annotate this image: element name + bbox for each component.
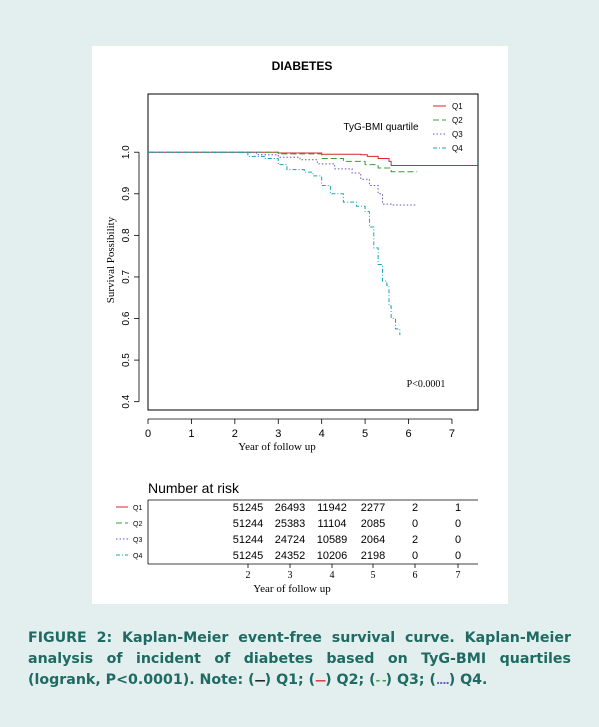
p-value-annotation: P<0.0001: [407, 379, 446, 390]
legend-label-q2: Q2: [452, 116, 463, 125]
x-axis: 0 1 2 3 4 5 6 7: [145, 418, 455, 440]
risk-value-q1-3: 26493: [275, 502, 306, 514]
risk-value-q3-7: 0: [455, 534, 461, 546]
risk-table: Q1 51245 26493 11942 2277 2 1 Q2 51244 25383 11104…: [116, 502, 461, 562]
risk-value-q4-5: 2198: [361, 550, 385, 562]
risk-value-q4-4: 10206: [317, 550, 348, 562]
y-tick-label-0.9: 0.9: [121, 186, 132, 200]
risk-value-q2-5: 2085: [361, 518, 385, 530]
y-tick-label-0.4: 0.4: [121, 394, 132, 408]
risk-x-tick-label-5: 5: [371, 570, 376, 581]
legend-glyph-q1: —: [254, 674, 266, 687]
x-tick-label-7: 7: [449, 428, 455, 440]
legend-glyph-q4: ....: [435, 674, 450, 687]
plot-frame: [147, 93, 479, 411]
risk-row-label-q2: Q2: [133, 521, 142, 528]
x-tick-label-3: 3: [275, 428, 281, 440]
legend-label-q3: Q3: [452, 130, 463, 139]
risk-value-q1-5: 2277: [361, 502, 385, 514]
survival-curves: [148, 151, 478, 336]
x-axis-label: Year of follow up: [238, 441, 316, 453]
risk-value-q4-7: 0: [455, 550, 461, 562]
risk-table-title: Number at risk: [148, 480, 240, 496]
y-tick-label-0.5: 0.5: [121, 353, 132, 367]
survival-curve-q3: [148, 151, 418, 206]
risk-value-q1-7: 1: [455, 502, 461, 514]
risk-table-x-axis: 2 3 4 5 6 7: [246, 564, 461, 581]
risk-x-tick-label-6: 6: [413, 570, 418, 581]
chart-title: DIABETES: [272, 59, 333, 73]
y-axis-label: Survival Possibility: [105, 216, 117, 303]
risk-value-q2-6: 0: [412, 518, 418, 530]
risk-row-label-q1: Q1: [133, 505, 142, 512]
risk-value-q1-2: 51245: [233, 502, 264, 514]
caption-q3: ) Q3; (: [385, 672, 436, 688]
y-axis: 0.4 0.5 0.6 0.7 0.8 0.9 1.0: [121, 145, 140, 409]
risk-value-q4-6: 0: [412, 550, 418, 562]
legend-label-q1: Q1: [452, 102, 463, 111]
risk-value-q3-4: 10589: [317, 534, 348, 546]
survival-curve-q2: [148, 151, 418, 173]
figure-caption: FIGURE 2: Kaplan-Meier event-free surviv…: [28, 628, 571, 691]
caption-q4: ) Q4.: [448, 672, 488, 688]
legend-label-q4: Q4: [452, 144, 463, 153]
y-tick-label-1.0: 1.0: [121, 145, 132, 159]
risk-value-q1-4: 11942: [317, 502, 347, 514]
risk-x-tick-label-2: 2: [246, 570, 251, 581]
risk-row-label-q4: Q4: [133, 553, 142, 560]
caption-q2: ) Q2; (: [325, 672, 376, 688]
risk-table-x-label: Year of follow up: [253, 583, 331, 595]
survival-curve-q4: [148, 151, 401, 336]
risk-x-tick-label-3: 3: [288, 570, 293, 581]
caption-label: FIGURE 2:: [28, 630, 113, 646]
risk-value-q3-3: 24724: [275, 534, 306, 546]
risk-row-label-q3: Q3: [133, 537, 142, 544]
risk-value-q2-4: 11104: [318, 518, 347, 530]
risk-value-q4-2: 51245: [233, 550, 264, 562]
x-tick-label-2: 2: [232, 428, 238, 440]
x-tick-label-0: 0: [145, 428, 151, 440]
y-tick-label-0.8: 0.8: [121, 228, 132, 242]
caption-q1: ) Q1; (: [264, 672, 316, 688]
caption-text: Kaplan-Meier event-free survival curve. …: [28, 630, 571, 688]
y-tick-label-0.7: 0.7: [121, 270, 132, 284]
x-tick-label-4: 4: [319, 428, 325, 440]
x-tick-label-1: 1: [188, 428, 194, 440]
x-tick-label-6: 6: [405, 428, 411, 440]
legend: Q1 Q2 Q3 Q4: [433, 102, 463, 153]
risk-value-q4-3: 24352: [275, 550, 306, 562]
x-tick-label-5: 5: [362, 428, 368, 440]
risk-x-tick-label-7: 7: [456, 570, 461, 581]
risk-x-tick-label-4: 4: [330, 570, 335, 581]
risk-value-q2-7: 0: [455, 518, 461, 530]
risk-value-q3-5: 2064: [361, 534, 385, 546]
risk-value-q1-6: 2: [412, 502, 418, 514]
legend-title: TyG-BMI quartile: [343, 122, 418, 133]
legend-glyph-q3: - -: [375, 674, 387, 687]
risk-value-q2-2: 51244: [233, 518, 264, 530]
risk-value-q3-6: 2: [412, 534, 418, 546]
y-tick-label-0.6: 0.6: [121, 311, 132, 325]
risk-value-q2-3: 25383: [275, 518, 306, 530]
risk-value-q3-2: 51244: [233, 534, 264, 546]
legend-glyph-q2: —: [315, 674, 326, 687]
